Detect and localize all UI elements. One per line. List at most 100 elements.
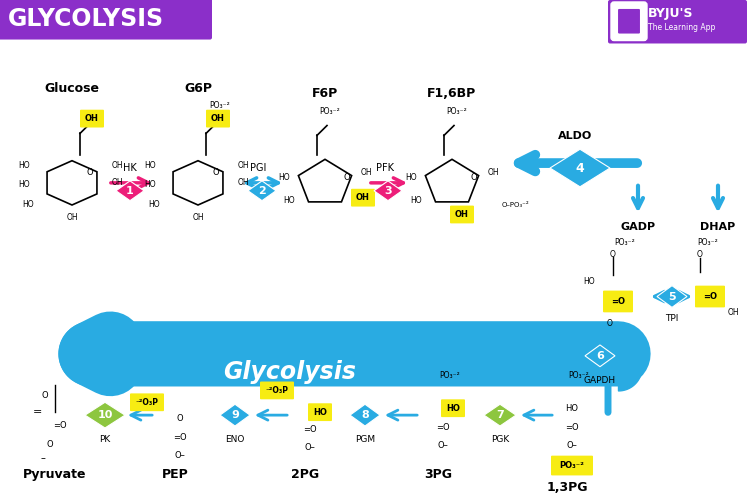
Text: The Learning App: The Learning App xyxy=(648,23,716,32)
FancyBboxPatch shape xyxy=(351,189,375,206)
Text: GAPDH: GAPDH xyxy=(584,376,616,385)
FancyBboxPatch shape xyxy=(308,403,332,421)
Text: OH: OH xyxy=(238,161,250,169)
Text: ⁻²O₃P: ⁻²O₃P xyxy=(266,386,289,395)
Text: 1: 1 xyxy=(126,186,134,196)
Text: GADP: GADP xyxy=(620,222,656,232)
Text: 8: 8 xyxy=(362,410,369,420)
Polygon shape xyxy=(220,404,250,426)
FancyBboxPatch shape xyxy=(260,381,294,399)
Polygon shape xyxy=(173,161,223,205)
Text: =: = xyxy=(32,407,42,417)
Text: 4: 4 xyxy=(576,162,584,174)
Text: PO₃⁻²: PO₃⁻² xyxy=(568,371,590,380)
Text: HO: HO xyxy=(18,161,30,169)
Text: 3: 3 xyxy=(384,186,392,196)
Text: ALDO: ALDO xyxy=(558,131,592,141)
Text: ENO: ENO xyxy=(225,435,245,444)
Text: HO: HO xyxy=(18,180,30,189)
Text: OH: OH xyxy=(112,178,124,187)
Text: 2: 2 xyxy=(258,186,266,196)
Text: PGI: PGI xyxy=(250,163,266,173)
Polygon shape xyxy=(657,286,687,307)
Text: O: O xyxy=(610,249,616,258)
FancyBboxPatch shape xyxy=(206,110,230,127)
Polygon shape xyxy=(298,160,352,202)
Text: O–: O– xyxy=(304,443,316,452)
Text: DHAP: DHAP xyxy=(700,222,736,232)
Text: 9: 9 xyxy=(231,410,239,420)
Text: =O: =O xyxy=(303,425,316,434)
Text: 7: 7 xyxy=(496,410,504,420)
Text: HO: HO xyxy=(144,161,156,169)
Text: OH: OH xyxy=(356,193,370,202)
Text: OH: OH xyxy=(238,178,250,187)
FancyBboxPatch shape xyxy=(450,206,474,223)
Text: PO₃⁻²: PO₃⁻² xyxy=(320,107,340,116)
Text: PK: PK xyxy=(99,435,111,444)
Polygon shape xyxy=(585,345,615,367)
Text: F6P: F6P xyxy=(312,87,338,100)
Text: –: – xyxy=(40,453,46,462)
Polygon shape xyxy=(374,181,402,201)
FancyBboxPatch shape xyxy=(130,393,164,411)
Polygon shape xyxy=(425,160,478,202)
Text: ⁻²O₃P: ⁻²O₃P xyxy=(136,398,158,407)
Text: O: O xyxy=(471,173,477,182)
Polygon shape xyxy=(484,404,516,426)
FancyBboxPatch shape xyxy=(617,8,641,35)
Text: Glycolysis: Glycolysis xyxy=(224,360,356,384)
Text: O: O xyxy=(344,173,350,182)
Text: BYJU'S: BYJU'S xyxy=(648,7,694,20)
Text: =O: =O xyxy=(566,423,579,432)
Text: =O: =O xyxy=(173,433,187,442)
Text: O: O xyxy=(87,168,93,177)
Polygon shape xyxy=(47,161,97,205)
Text: HO: HO xyxy=(284,196,295,205)
Text: PEP: PEP xyxy=(162,468,188,481)
Text: OH: OH xyxy=(211,114,225,123)
Text: OH: OH xyxy=(455,210,469,219)
Text: O–PO₃⁻²: O–PO₃⁻² xyxy=(502,202,530,207)
Text: PGM: PGM xyxy=(355,435,375,444)
Text: 6: 6 xyxy=(596,351,604,361)
Text: HO: HO xyxy=(148,200,160,209)
Polygon shape xyxy=(85,402,125,428)
Text: O: O xyxy=(607,319,613,328)
Text: PO₃⁻²: PO₃⁻² xyxy=(440,371,460,380)
Polygon shape xyxy=(350,404,380,426)
Text: O–: O– xyxy=(175,451,185,460)
Text: HO: HO xyxy=(405,173,417,182)
Text: OH: OH xyxy=(112,161,124,169)
Text: PO₃⁻²: PO₃⁻² xyxy=(560,461,584,470)
FancyBboxPatch shape xyxy=(441,399,465,417)
Text: TPI: TPI xyxy=(665,314,679,323)
Text: PO₃⁻²: PO₃⁻² xyxy=(209,101,230,110)
Text: HO: HO xyxy=(144,180,156,189)
Text: HO: HO xyxy=(278,173,290,182)
Text: O: O xyxy=(177,413,183,422)
Text: PO₃⁻²: PO₃⁻² xyxy=(698,238,718,247)
FancyBboxPatch shape xyxy=(611,2,647,41)
FancyBboxPatch shape xyxy=(551,455,593,475)
Text: O: O xyxy=(213,168,219,177)
Text: HK: HK xyxy=(123,163,136,173)
Polygon shape xyxy=(248,181,276,201)
FancyBboxPatch shape xyxy=(695,286,725,307)
Polygon shape xyxy=(116,181,144,201)
FancyBboxPatch shape xyxy=(0,0,212,40)
Polygon shape xyxy=(550,149,610,187)
Text: F1,6BP: F1,6BP xyxy=(427,87,477,100)
Text: PO₃⁻²: PO₃⁻² xyxy=(615,238,635,247)
Text: OH: OH xyxy=(192,213,204,222)
Text: GLYCOLYSIS: GLYCOLYSIS xyxy=(8,7,164,31)
Text: O–: O– xyxy=(566,441,578,450)
Text: 1,3PG: 1,3PG xyxy=(546,481,588,494)
Text: =O: =O xyxy=(436,423,450,432)
Text: 10: 10 xyxy=(98,410,112,420)
Text: HO: HO xyxy=(446,404,460,412)
Text: HO: HO xyxy=(22,200,34,209)
FancyBboxPatch shape xyxy=(603,290,633,312)
Text: OH: OH xyxy=(361,168,373,177)
Text: HO: HO xyxy=(566,404,578,412)
